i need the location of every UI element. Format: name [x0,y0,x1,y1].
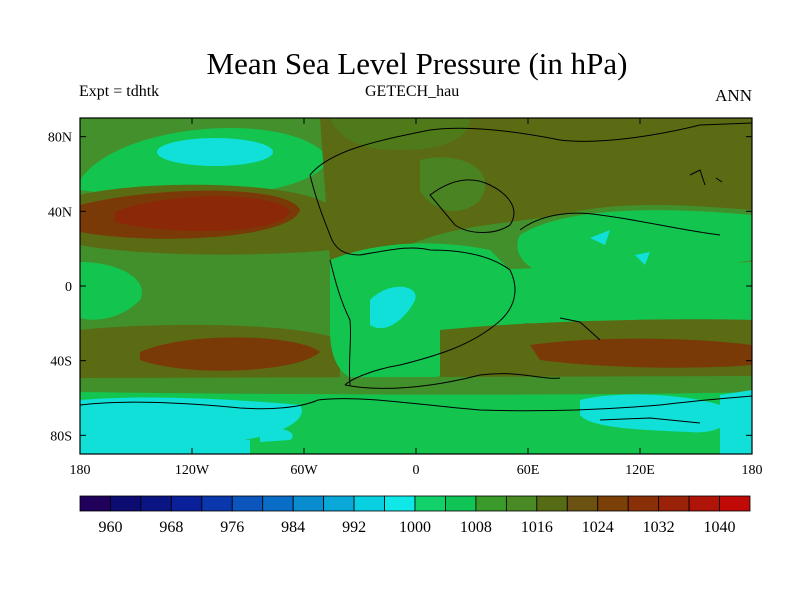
colorbar-swatch [719,495,751,512]
colorbar-label: 1032 [643,519,675,536]
source-label: GETECH_hau [365,83,460,100]
lon-tick-label: 180 [70,463,91,478]
colorbar-swatch [566,495,599,512]
lon-tick-label: 0 [413,463,420,478]
colorbar-swatch [353,495,385,512]
lon-tick-label: 120E [625,463,655,478]
colorbar-swatch [597,495,629,512]
map-title: Mean Sea Level Pressure (in hPa) [206,46,628,81]
lon-tick-label: 60W [290,463,318,478]
colorbar-swatch [414,495,446,512]
colorbar-swatch [505,495,538,512]
colorbar-swatch [384,495,416,512]
colorbar-swatch [688,495,720,512]
colorbar-swatch [292,495,325,512]
longitude-axis: 180 120W 60W 0 60E 120E 180 [70,118,763,478]
colorbar-swatch [445,495,477,512]
colorbar-swatch [140,495,172,512]
colorbar-swatch [231,495,264,512]
colorbar-swatch [536,495,568,512]
colorbar-label: 1040 [704,519,736,536]
experiment-label: Expt = tdhtk [79,83,160,100]
lat-tick-label: 80N [48,131,72,146]
colorbar-swatch [262,495,294,512]
lon-tick-label: 180 [742,463,763,478]
colorbar-label: 1024 [582,519,614,536]
colorbar-swatch [627,495,660,512]
colorbar-swatch [475,495,507,512]
colorbar: 960 968 976 984 992 1000 1008 1016 1024 1032 1040 [79,495,751,536]
colorbar-label: 960 [98,519,122,536]
coastlines [80,122,752,424]
lat-tick-label: 40N [48,205,72,220]
colorbar-label: 976 [220,519,244,536]
colorbar-label: 1000 [399,519,431,536]
colorbar-swatch [658,495,690,512]
lat-tick-label: 0 [65,280,72,295]
colorbar-swatch [79,495,111,512]
latitude-axis: 80N 40N 0 40S 80S [48,131,752,444]
lat-tick-label: 40S [50,355,72,370]
colorbar-label: 1016 [521,519,553,536]
colorbar-swatch [323,495,355,512]
colorbar-swatch [110,495,142,512]
lat-tick-label: 80S [50,429,72,444]
colorbar-swatch [201,495,233,512]
colorbar-label: 968 [159,519,183,536]
colorbar-label: 992 [342,519,366,536]
pressure-field [80,118,752,454]
colorbar-label: 1008 [460,519,492,536]
lon-tick-label: 120W [175,463,210,478]
colorbar-swatch [170,495,203,512]
lon-tick-label: 60E [517,463,540,478]
colorbar-label: 984 [281,519,305,536]
season-label: ANN [715,86,752,105]
